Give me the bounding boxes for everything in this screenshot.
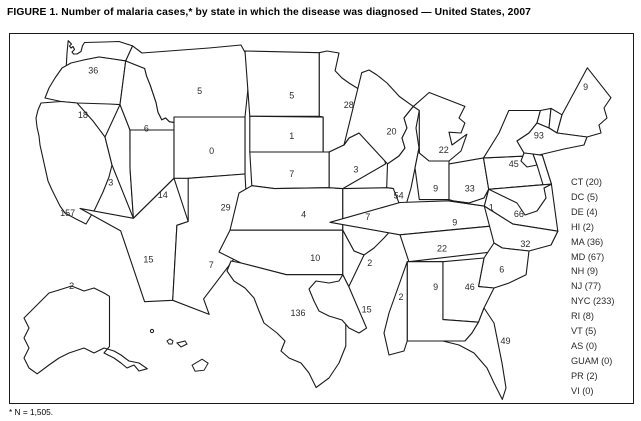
svg-text:7: 7 — [365, 212, 370, 222]
svg-text:2: 2 — [398, 292, 403, 302]
svg-text:46: 46 — [465, 282, 475, 292]
svg-text:22: 22 — [437, 243, 447, 253]
svg-text:1: 1 — [289, 131, 294, 141]
svg-text:20: 20 — [386, 126, 396, 136]
svg-text:1: 1 — [489, 203, 494, 213]
svg-text:5: 5 — [289, 91, 294, 101]
svg-text:3: 3 — [353, 164, 358, 174]
svg-text:14: 14 — [158, 190, 168, 200]
svg-text:136: 136 — [290, 308, 305, 318]
svg-text:2: 2 — [69, 281, 74, 291]
svg-text:93: 93 — [534, 131, 544, 141]
svg-text:9: 9 — [452, 218, 457, 228]
svg-text:15: 15 — [362, 305, 372, 315]
svg-text:18: 18 — [78, 110, 88, 120]
svg-text:7: 7 — [289, 169, 294, 179]
svg-text:0: 0 — [209, 146, 214, 156]
svg-text:157: 157 — [60, 208, 75, 218]
svg-text:6: 6 — [499, 265, 504, 275]
svg-text:29: 29 — [221, 202, 231, 212]
svg-text:49: 49 — [500, 336, 510, 346]
svg-text:28: 28 — [344, 100, 354, 110]
svg-text:45: 45 — [509, 159, 519, 169]
svg-text:9: 9 — [583, 82, 588, 92]
svg-text:15: 15 — [143, 254, 153, 264]
svg-text:3: 3 — [108, 177, 113, 187]
svg-text:33: 33 — [465, 184, 475, 194]
svg-text:10: 10 — [310, 253, 320, 263]
svg-text:6: 6 — [144, 124, 149, 134]
svg-text:36: 36 — [88, 65, 98, 75]
svg-text:9: 9 — [433, 282, 438, 292]
svg-text:66: 66 — [514, 209, 524, 219]
svg-text:9: 9 — [433, 184, 438, 194]
svg-text:22: 22 — [439, 145, 449, 155]
svg-text:32: 32 — [520, 239, 530, 249]
svg-text:5: 5 — [197, 86, 202, 96]
svg-text:7: 7 — [209, 260, 214, 270]
svg-text:2: 2 — [367, 258, 372, 268]
svg-text:54: 54 — [394, 190, 404, 200]
svg-text:4: 4 — [301, 209, 306, 219]
